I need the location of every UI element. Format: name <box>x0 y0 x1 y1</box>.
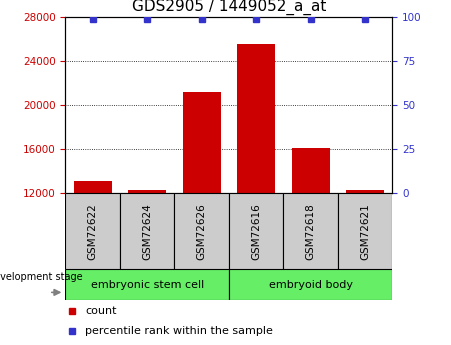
Text: GSM72616: GSM72616 <box>251 203 261 259</box>
Text: embryonic stem cell: embryonic stem cell <box>91 280 204 289</box>
Bar <box>291 148 330 193</box>
Bar <box>346 190 384 193</box>
Text: GSM72621: GSM72621 <box>360 203 370 259</box>
Text: development stage: development stage <box>0 272 82 282</box>
Text: GSM72622: GSM72622 <box>87 203 98 259</box>
Bar <box>65 193 120 269</box>
Bar <box>183 92 221 193</box>
Bar <box>237 43 275 193</box>
Text: GSM72626: GSM72626 <box>197 203 207 259</box>
Bar <box>128 190 166 193</box>
Bar <box>283 193 338 269</box>
Title: GDS2905 / 1449052_a_at: GDS2905 / 1449052_a_at <box>132 0 326 14</box>
Text: GSM72624: GSM72624 <box>142 203 152 259</box>
Text: embryoid body: embryoid body <box>269 280 353 289</box>
Bar <box>175 193 229 269</box>
Bar <box>65 269 229 300</box>
Bar <box>120 193 175 269</box>
Text: percentile rank within the sample: percentile rank within the sample <box>85 326 273 336</box>
Bar <box>229 193 283 269</box>
Bar <box>74 181 112 193</box>
Bar <box>338 193 392 269</box>
Text: count: count <box>85 306 116 315</box>
Text: GSM72618: GSM72618 <box>306 203 316 259</box>
Bar <box>229 269 392 300</box>
